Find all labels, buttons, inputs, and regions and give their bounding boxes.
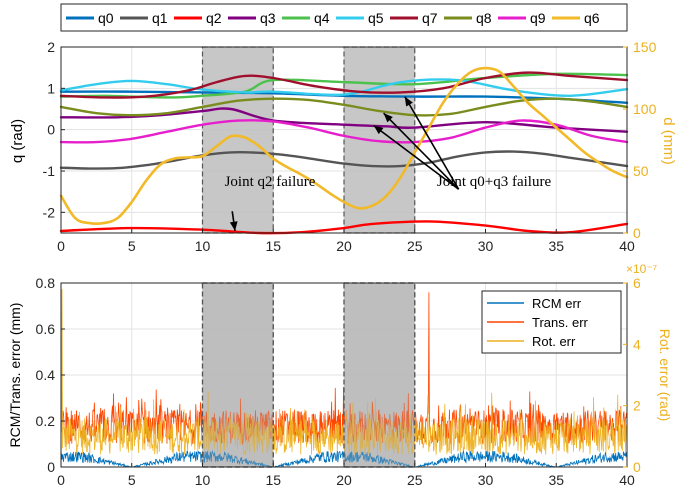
bottom-ylabel: RCM/Trans. error (mm) [7, 303, 23, 448]
legend-label-q9: q9 [530, 10, 546, 26]
bottom-ytick-label: 0.2 [36, 413, 56, 429]
legend-label-q8: q8 [476, 10, 492, 26]
bottom-xtick-label: 20 [336, 472, 352, 488]
legend-label-transerr: Trans. err [532, 315, 589, 330]
top-y2tick-label: 50 [633, 163, 649, 179]
annotation-q0-q3-failure: Joint q0+q3 failure [437, 174, 552, 190]
top-y2tick-label: 100 [633, 101, 657, 117]
series-q1-line [59, 150, 629, 170]
bottom-xtick-label: 40 [619, 472, 635, 488]
annotation-arrow [404, 96, 460, 190]
series-q6-line [59, 66, 629, 226]
top-ytick-label: 2 [47, 39, 55, 55]
bottom-failure-region-overlay [343, 282, 416, 468]
top-xtick-label: 20 [336, 238, 352, 254]
annotation-arrow [383, 112, 460, 190]
top-xtick-label: 40 [619, 238, 635, 254]
legend-label-rcmerr: RCM err [532, 296, 582, 311]
bottom-xtick-label: 10 [195, 472, 211, 488]
legend-label-q4: q4 [314, 10, 330, 26]
top-xtick-label: 5 [128, 238, 136, 254]
annotation-arrow [373, 124, 460, 190]
top-ytick-label: -2 [43, 204, 56, 220]
bottom-ytick-label: 0.8 [36, 275, 56, 291]
bottom-failure-region-overlay [201, 282, 274, 468]
top-xtick-label: 30 [478, 238, 494, 254]
legend-label-q1: q1 [152, 10, 168, 26]
bottom-y2tick-label: 4 [633, 336, 641, 352]
top-xtick-label: 25 [407, 238, 423, 254]
top-failure-region [201, 46, 274, 234]
bottom-y2tick-label: 2 [633, 398, 641, 414]
legend-label-q6: q6 [584, 10, 600, 26]
top-ytick-label: 1 [47, 80, 55, 96]
bottom-ytick-label: 0.4 [36, 367, 56, 383]
top-xtick-label: 10 [195, 238, 211, 254]
top-legend: q0 q1 q2 q3 q4 q5 q7 q8 q9 q6 [60, 3, 628, 32]
bottom-y2-exponent: ×10⁻⁷ [626, 262, 657, 276]
bottom-y2label: Rot. error (rad) [657, 329, 673, 422]
legend-label-roterr: Rot. err [532, 334, 576, 349]
top-xtick-label: 0 [57, 238, 65, 254]
bottom-y2tick-label: 0 [633, 459, 641, 475]
annotation-arrow-head [383, 113, 393, 123]
bottom-y2tick-label: 6 [633, 275, 641, 291]
annotation-q2-failure: Joint q2 failure [225, 174, 316, 190]
bottom-xtick-label: 5 [128, 472, 136, 488]
bottom-xtick-label: 30 [478, 472, 494, 488]
series-q9-line [59, 119, 629, 144]
series-q7-line [59, 71, 629, 99]
series-q0-line [59, 90, 629, 104]
bottom-ytick-label: 0.6 [36, 321, 56, 337]
legend-label-q2: q2 [206, 10, 222, 26]
series-rot-err-line [60, 289, 628, 456]
top-xtick-label: 35 [548, 238, 564, 254]
bottom-xtick-label: 0 [57, 472, 65, 488]
bottom-xtick-label: 25 [407, 472, 423, 488]
top-failure-region [343, 46, 416, 234]
legend-label-q0: q0 [98, 10, 114, 26]
top-ytick-label: -1 [43, 163, 56, 179]
series-q8-line [59, 97, 629, 117]
series-q5-line [59, 78, 629, 97]
top-y2tick-label: 0 [633, 225, 641, 241]
top-y2label: d (mm) [660, 117, 677, 165]
series-rcm-err-line [60, 449, 628, 468]
annotation-arrow-head [229, 221, 238, 231]
bottom-xtick-label: 15 [265, 472, 281, 488]
top-xtick-label: 15 [265, 238, 281, 254]
top-y2tick-label: 150 [633, 39, 657, 55]
series-q2-line [59, 220, 629, 235]
legend-label-q7: q7 [422, 10, 438, 26]
bottom-ytick-label: 0 [47, 459, 55, 475]
legend-label-q5: q5 [368, 10, 384, 26]
bottom-xtick-label: 35 [548, 472, 564, 488]
top-ylabel: q (rad) [9, 119, 26, 163]
annotation-arrow-head [373, 125, 384, 135]
top-ytick-label: 0 [47, 122, 55, 138]
annotation-arrow-head [404, 96, 413, 107]
legend-label-q3: q3 [260, 10, 276, 26]
bottom-legend: RCM err Trans. err Rot. err [481, 290, 622, 354]
